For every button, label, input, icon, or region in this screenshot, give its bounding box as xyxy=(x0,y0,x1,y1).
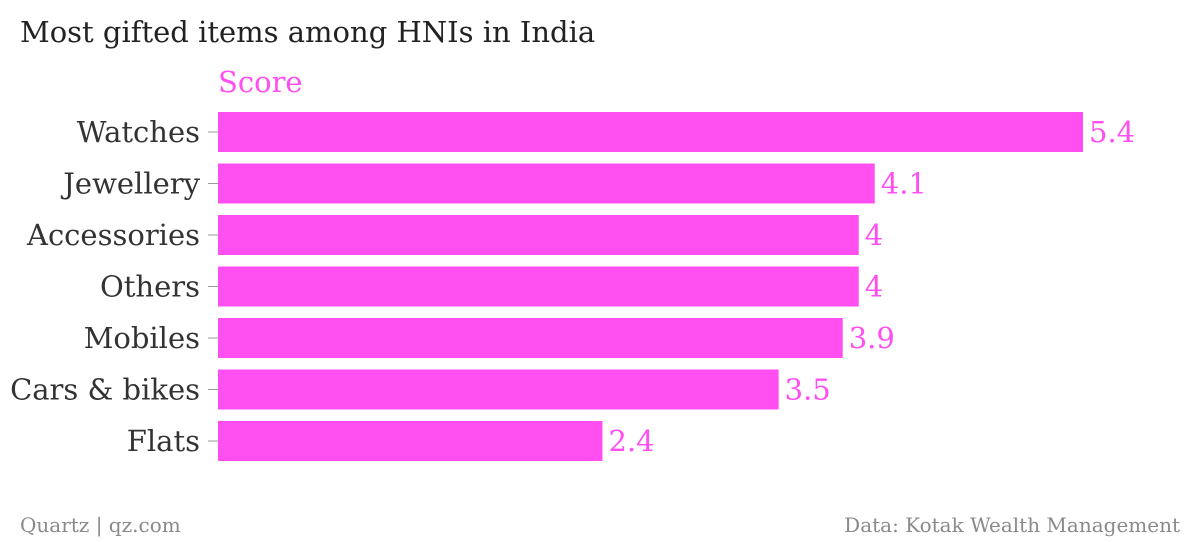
value-label: 4.1 xyxy=(881,167,927,201)
value-label: 3.9 xyxy=(849,321,895,355)
bar xyxy=(218,112,1083,152)
chart-title: Most gifted items among HNIs in India xyxy=(20,15,595,49)
bar xyxy=(218,163,875,204)
bar xyxy=(218,421,603,461)
bar xyxy=(218,369,779,410)
value-label: 2.4 xyxy=(608,424,654,458)
value-label: 4 xyxy=(865,218,883,252)
category-label: Flats xyxy=(127,424,200,458)
series-label: Score xyxy=(218,65,303,99)
bar xyxy=(218,266,859,307)
bar xyxy=(218,318,843,358)
category-label: Watches xyxy=(77,115,200,149)
footer-source-left: Quartz | qz.com xyxy=(20,513,181,538)
category-label: Others xyxy=(100,270,200,304)
category-label: Cars & bikes xyxy=(10,373,200,407)
bar xyxy=(218,215,859,255)
category-label: Jewellery xyxy=(60,167,200,201)
bars-group: Watches 5.4 Jewellery 4.1 Accessories 4 Others… xyxy=(10,112,1135,461)
category-label: Mobiles xyxy=(84,321,200,355)
category-label: Accessories xyxy=(26,218,200,252)
value-label: 5.4 xyxy=(1089,115,1135,149)
value-label: 4 xyxy=(865,270,883,304)
value-label: 3.5 xyxy=(785,373,831,407)
footer-source-right: Data: Kotak Wealth Management xyxy=(844,513,1180,537)
